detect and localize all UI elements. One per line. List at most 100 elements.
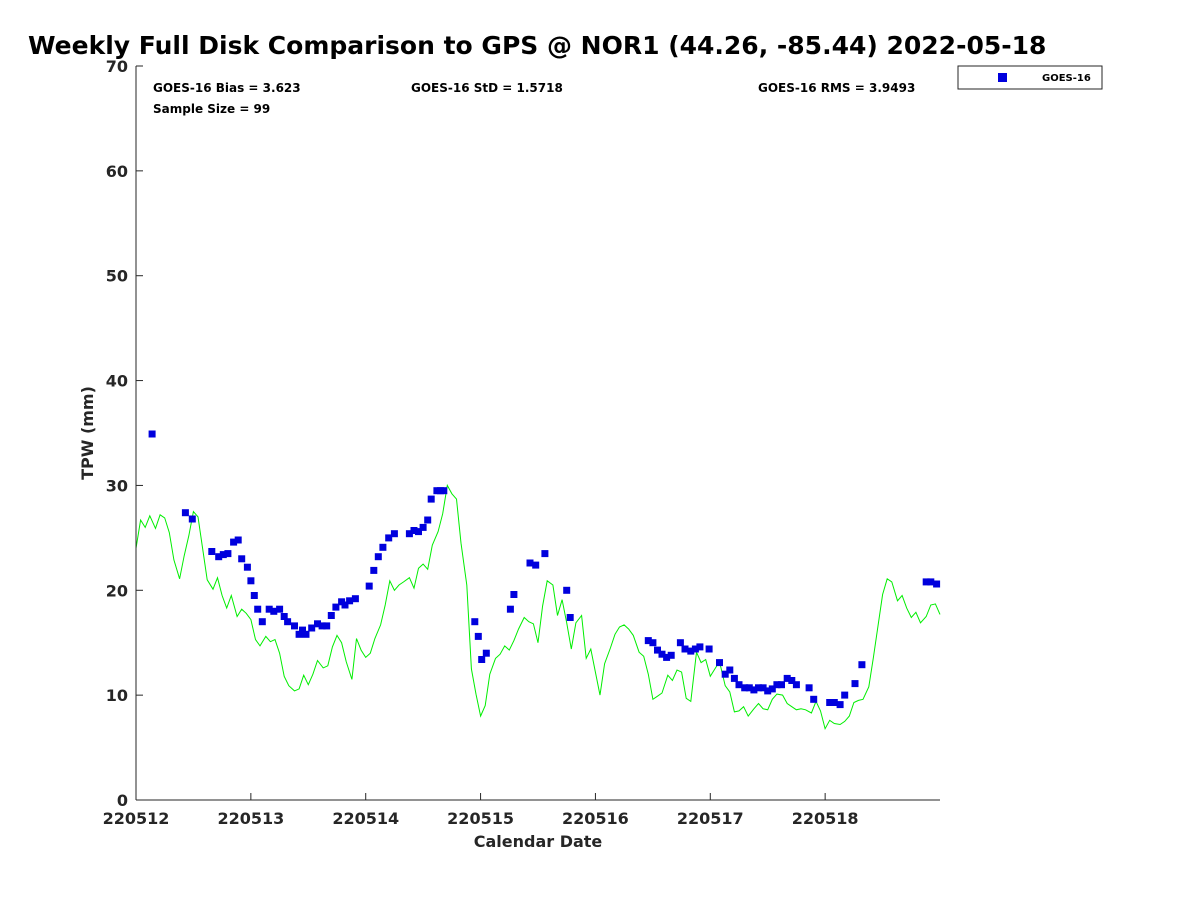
- x-axis-label: Calendar Date: [474, 832, 603, 851]
- goes-16-point: [374, 553, 382, 561]
- goes-16-point: [346, 597, 354, 605]
- goes-16-point: [270, 607, 278, 615]
- goes-16-point: [764, 687, 772, 695]
- goes-16-point: [299, 626, 306, 634]
- goes-16-point: [351, 595, 359, 603]
- y-tick-label: 60: [106, 162, 128, 181]
- y-tick-label: 20: [106, 581, 128, 600]
- axes: 0 10 20 30 40 50 60 70 220512 220513 220514 220515…: [103, 57, 940, 828]
- goes-16-point: [215, 553, 223, 561]
- goes-16-point: [341, 601, 349, 609]
- x-tick-label: 220513: [217, 809, 284, 828]
- goes-16-point: [759, 684, 767, 692]
- goes-16-point: [188, 515, 196, 523]
- goes-16-point: [308, 624, 316, 632]
- goes-16-point: [415, 528, 422, 536]
- stat-std: GOES-16 StD = 1.5718: [411, 81, 563, 95]
- y-tick-label: 30: [106, 476, 128, 495]
- goes-16-point: [370, 566, 378, 574]
- goes-16-point: [927, 578, 935, 586]
- goes-16-point: [730, 674, 738, 682]
- goes-16-point: [788, 677, 796, 684]
- goes-16-point: [830, 699, 838, 706]
- goes-16-point: [478, 656, 486, 663]
- goes-16-point: [755, 684, 762, 692]
- goes-16-series: [148, 430, 941, 709]
- goes-16-point: [258, 618, 266, 626]
- goes-16-point: [284, 618, 292, 626]
- goes-16-point: [768, 685, 776, 693]
- x-tick-label: 220517: [677, 809, 744, 828]
- goes-16-point: [471, 618, 479, 626]
- goes-16-point: [419, 523, 427, 531]
- goes-16-point: [276, 605, 284, 613]
- goes-16-point: [224, 550, 232, 558]
- goes-16-point: [238, 555, 246, 563]
- goes-16-point: [778, 681, 785, 689]
- goes-16-point: [792, 681, 800, 689]
- plot-area: [135, 430, 941, 731]
- gps-series: [135, 483, 941, 731]
- goes-16-point: [379, 543, 387, 551]
- y-ticks: 0 10 20 30 40 50 60 70: [106, 57, 143, 810]
- goes-16-point: [327, 612, 335, 619]
- goes-16-point: [745, 684, 753, 692]
- goes-16-point: [654, 646, 661, 654]
- goes-16-point: [254, 605, 262, 613]
- goes-16-point: [649, 639, 657, 647]
- goes-16-point: [280, 613, 288, 620]
- goes-16-point: [676, 639, 684, 647]
- goes-16-point: [922, 578, 930, 586]
- y-tick-label: 40: [106, 372, 128, 391]
- legend-box: [957, 65, 1103, 90]
- stat-bias: GOES-16 Bias = 3.623: [153, 81, 301, 95]
- goes-16-point: [681, 645, 689, 653]
- goes-16-point: [318, 622, 326, 630]
- goes-16-point: [424, 516, 432, 524]
- goes-16-point: [644, 637, 652, 645]
- goes-16-point: [721, 670, 729, 678]
- goes-16-point: [716, 659, 723, 667]
- goes-16-point: [181, 509, 189, 517]
- goes-16-point: [810, 695, 818, 703]
- goes-16-point: [405, 530, 413, 538]
- goes-16-point: [250, 592, 258, 599]
- y-tick-label: 0: [117, 791, 128, 810]
- goes-16-point: [230, 538, 238, 546]
- goes-16-point: [365, 582, 373, 590]
- goes-16-point: [208, 548, 216, 555]
- goes-16-point: [295, 630, 303, 638]
- goes-16-point: [687, 647, 695, 655]
- goes-16-point: [541, 550, 549, 558]
- goes-16-point: [858, 661, 866, 669]
- x-tick-label: 220518: [792, 809, 859, 828]
- goes-16-point: [243, 563, 251, 571]
- gps-line: [135, 483, 941, 731]
- stat-rms: GOES-16 RMS = 3.9493: [758, 81, 915, 95]
- goes-16-point: [773, 681, 781, 689]
- goes-16-point: [410, 527, 418, 534]
- goes-16-point: [440, 487, 448, 495]
- goes-16-point: [332, 603, 340, 611]
- stat-sample-size: Sample Size = 99: [153, 102, 270, 116]
- goes-16-point: [663, 653, 671, 661]
- goes-16-point: [148, 430, 156, 438]
- goes-16-point: [234, 536, 242, 544]
- goes-16-point: [841, 691, 849, 699]
- goes-16-point: [741, 684, 749, 692]
- goes-16-point: [474, 632, 482, 640]
- goes-16-point: [563, 586, 571, 594]
- y-axis-label: TPW (mm): [78, 386, 97, 480]
- goes-16-point: [291, 622, 298, 630]
- goes-16-point: [805, 684, 813, 692]
- chart-title: Weekly Full Disk Comparison to GPS @ NOR…: [28, 31, 1046, 60]
- legend: GOES-16: [957, 65, 1103, 90]
- goes-16-point: [482, 649, 490, 657]
- goes-16-point: [750, 686, 758, 694]
- goes-16-point: [314, 620, 321, 628]
- goes-16-point: [933, 580, 941, 588]
- goes-16-point: [427, 495, 435, 503]
- goes-16-point: [265, 605, 273, 613]
